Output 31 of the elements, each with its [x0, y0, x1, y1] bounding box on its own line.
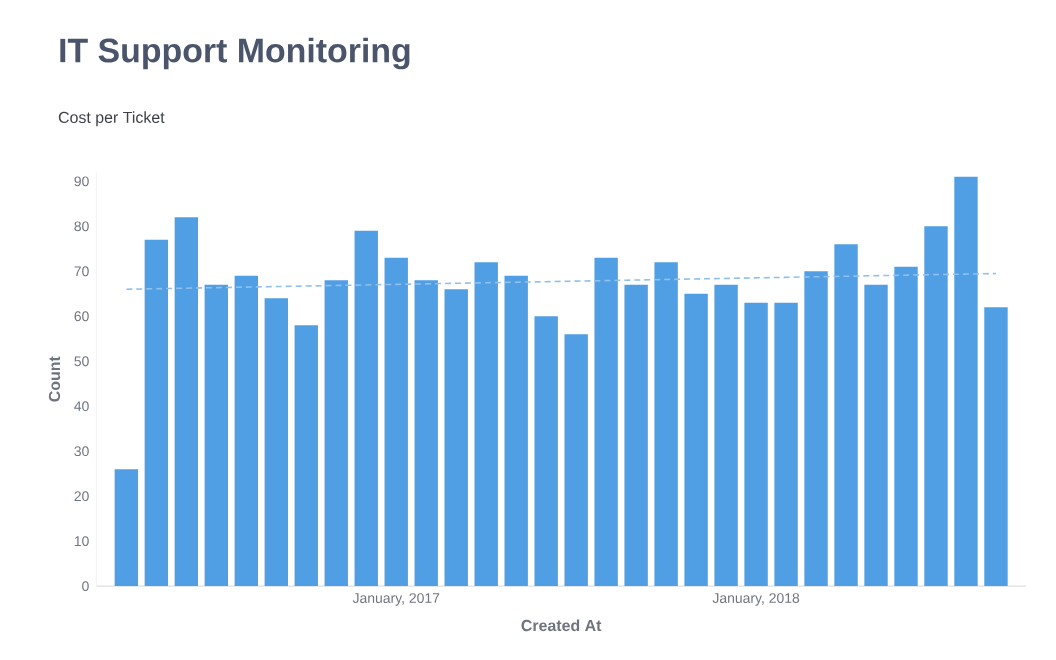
- chart-title: IT Support Monitoring: [60, 37, 410, 70]
- bar: [504, 275, 528, 587]
- bar: [444, 289, 468, 587]
- bar: [744, 302, 768, 587]
- bar: [414, 280, 438, 587]
- bar: [624, 284, 648, 587]
- bar: [174, 217, 199, 587]
- bar: [474, 262, 498, 587]
- bar: [384, 257, 408, 587]
- bar: [954, 176, 978, 587]
- bar: [864, 284, 888, 587]
- bar: [714, 284, 738, 587]
- bar: [804, 271, 828, 587]
- bar: [684, 293, 708, 587]
- bar: [264, 298, 288, 587]
- bar: [234, 275, 258, 587]
- bar: [144, 239, 169, 587]
- bar: [294, 325, 318, 587]
- bar: [594, 257, 618, 587]
- bar: [834, 244, 858, 587]
- bar: [324, 280, 348, 587]
- bar: [204, 284, 229, 587]
- bar: [984, 307, 1008, 587]
- bar: [564, 334, 588, 587]
- bar: [114, 469, 139, 587]
- bar: [774, 302, 798, 587]
- bar: [354, 230, 378, 587]
- bar: [654, 262, 678, 587]
- bar: [924, 226, 948, 587]
- bar: [534, 316, 558, 587]
- bar: [894, 266, 918, 587]
